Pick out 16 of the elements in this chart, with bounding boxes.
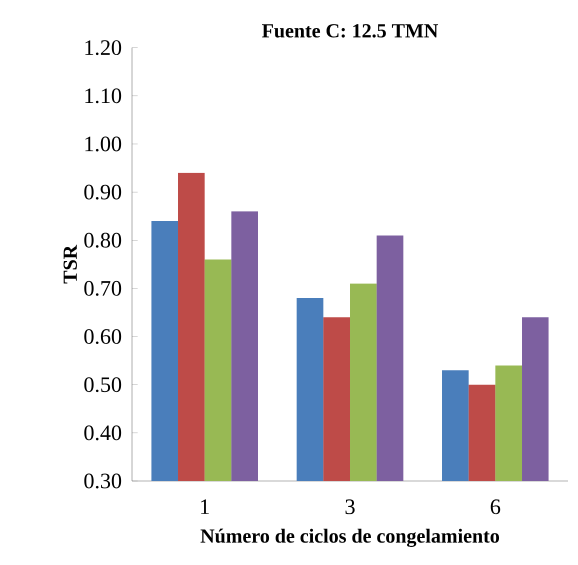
x-tick-label: 6 [490,499,500,514]
y-tick-label: 0.70 [84,280,122,296]
y-tick-label: 1.10 [85,88,122,104]
chart-title: Fuente C: 12.5 TMN [262,24,438,38]
y-tick-label: 0.60 [84,329,122,344]
y-tick-label: 0.80 [84,232,122,248]
y-tick-label: 0.50 [84,377,122,392]
y-tick-label: 1.00 [85,136,122,152]
y-tick-label: 0.90 [84,184,122,200]
y-axis-title: TSR [64,244,77,284]
y-tick-label: 0.30 [84,474,122,488]
x-axis-title: Número de ciclos de congelamiento [200,528,500,547]
y-tick-label: 1.20 [85,40,122,56]
y-tick-label: 0.40 [84,425,122,440]
x-tick-label: 1 [201,499,209,514]
x-tick-label: 3 [346,499,355,514]
